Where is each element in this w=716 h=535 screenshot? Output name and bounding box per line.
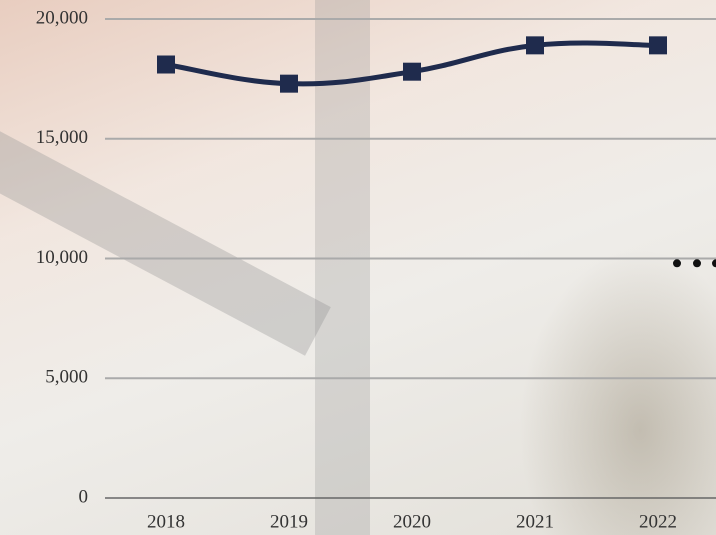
x-tick-label: 2018: [147, 511, 185, 532]
y-tick-label: 5,000: [45, 367, 88, 388]
background-post: [315, 0, 370, 535]
marker: [526, 36, 544, 55]
marker: [157, 55, 175, 74]
x-tick-label: 2021: [516, 511, 554, 532]
x-tick-label: 2019: [270, 511, 308, 532]
y-tick-label: 20,000: [36, 7, 88, 28]
reference-dot: [693, 259, 701, 268]
x-tick-label: 2020: [393, 511, 431, 532]
marker: [403, 62, 421, 81]
reference-dot: [673, 259, 681, 268]
marker: [280, 74, 298, 93]
y-tick-label: 0: [79, 486, 89, 507]
marker: [649, 36, 667, 55]
y-tick-label: 10,000: [36, 247, 88, 268]
x-tick-label: 2022: [639, 511, 677, 532]
y-tick-label: 15,000: [36, 127, 88, 148]
reference-dot: [712, 259, 716, 268]
